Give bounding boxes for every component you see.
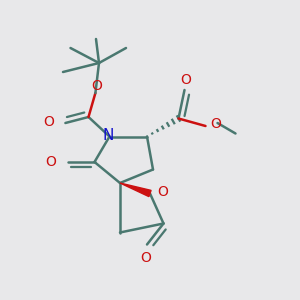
Text: O: O <box>211 118 221 131</box>
Text: O: O <box>92 79 102 92</box>
Text: O: O <box>181 73 191 86</box>
Text: O: O <box>46 155 56 169</box>
Text: O: O <box>140 251 151 265</box>
Text: O: O <box>44 115 54 128</box>
Polygon shape <box>120 183 151 196</box>
Text: O: O <box>157 185 168 199</box>
Text: N: N <box>102 128 114 143</box>
